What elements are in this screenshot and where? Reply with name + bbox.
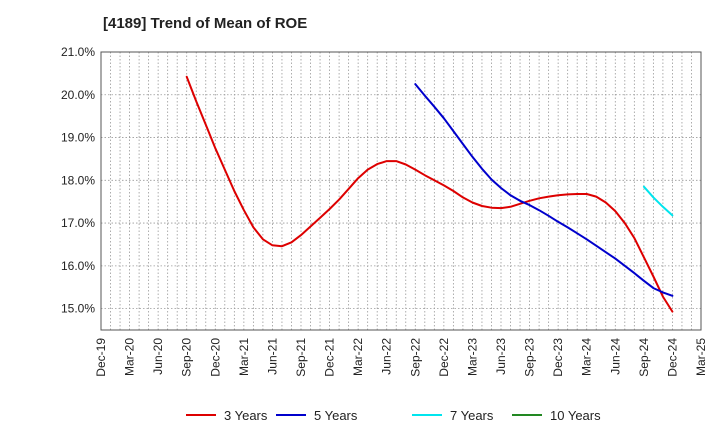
legend-label-5-years: 5 Years <box>314 408 358 423</box>
y-tick-label: 16.0% <box>61 259 95 273</box>
y-tick-label: 21.0% <box>61 45 95 59</box>
x-tick-label: Mar-22 <box>351 338 365 376</box>
x-tick-label: Dec-19 <box>94 338 108 377</box>
x-tick-label: Mar-21 <box>237 338 251 376</box>
legend-label-10-years: 10 Years <box>550 408 601 423</box>
x-tick-label: Mar-25 <box>694 338 708 376</box>
x-tick-label: Sep-21 <box>294 338 308 377</box>
y-tick-label: 20.0% <box>61 88 95 102</box>
x-tick-label: Jun-24 <box>608 338 622 375</box>
x-tick-label: Jun-23 <box>494 338 508 375</box>
legend: 3 Years 5 Years 7 Years 10 Years <box>186 408 601 423</box>
x-tick-label: Dec-20 <box>208 338 222 377</box>
y-tick-label: 18.0% <box>61 173 95 187</box>
x-tick-label: Jun-21 <box>265 338 279 375</box>
x-tick-label: Mar-23 <box>465 338 479 376</box>
plot-area: 21.0% 20.0% 19.0% 18.0% 17.0% 16.0% 15.0% Dec-1… <box>61 45 708 377</box>
x-tick-label: Sep-23 <box>523 338 537 377</box>
series-line-5-years <box>414 83 674 297</box>
x-tick-label: Sep-20 <box>180 338 194 377</box>
series-line-7-years <box>642 185 674 217</box>
y-tick-label: 17.0% <box>61 216 95 230</box>
legend-label-7-years: 7 Years <box>450 408 494 423</box>
y-tick-label: 19.0% <box>61 131 95 145</box>
y-tick-label: 15.0% <box>61 302 95 316</box>
x-tick-label: Dec-22 <box>437 338 451 377</box>
series-line-3-years <box>185 75 674 313</box>
x-tick-label: Jun-20 <box>151 338 165 375</box>
x-tick-label: Dec-23 <box>551 338 565 377</box>
x-tick-label: Sep-22 <box>408 338 422 377</box>
x-tick-label: Sep-24 <box>637 338 651 377</box>
x-tick-label: Jun-22 <box>380 338 394 375</box>
x-tick-label: Mar-24 <box>580 338 594 376</box>
plot-frame <box>100 51 702 331</box>
x-tick-label: Mar-20 <box>123 338 137 376</box>
x-tick-label: Dec-21 <box>323 338 337 377</box>
x-tick-label: Dec-24 <box>665 338 679 377</box>
legend-label-3-years: 3 Years <box>224 408 268 423</box>
chart-title: [4189] Trend of Mean of ROE <box>103 15 307 32</box>
